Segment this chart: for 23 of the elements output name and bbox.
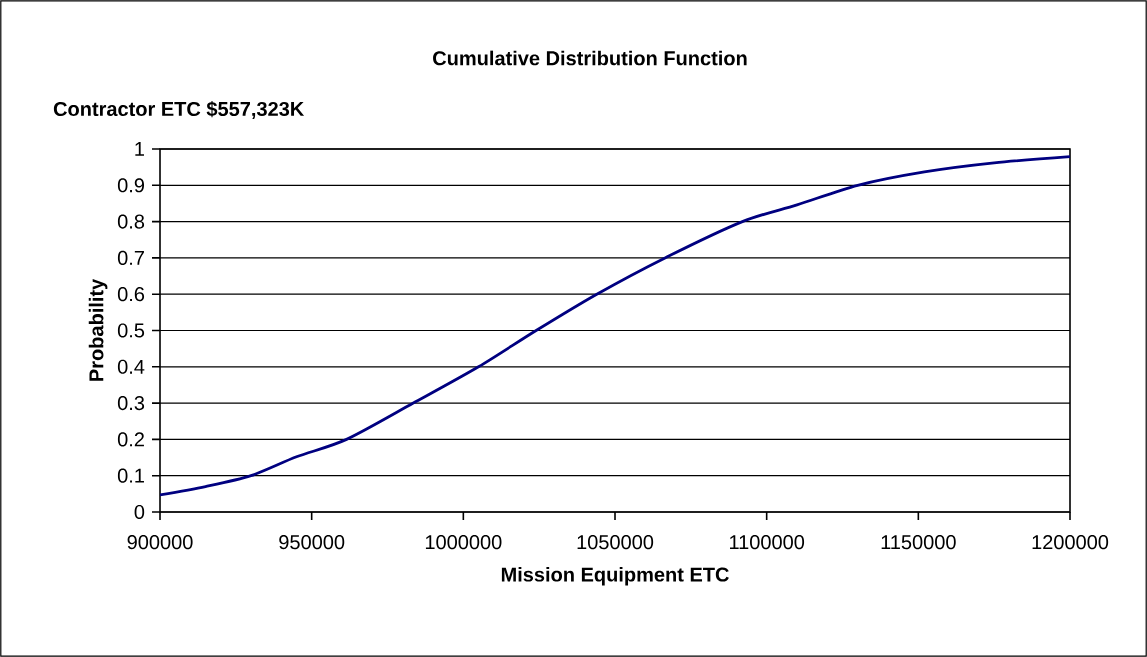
y-tick-label: 0.3	[117, 396, 145, 411]
y-tick-label: 0.5	[117, 323, 145, 338]
x-axis-title: Mission Equipment ETC	[501, 566, 729, 586]
y-tick-label: 0.9	[117, 178, 145, 193]
y-tick-label: 0.7	[117, 250, 144, 265]
x-tick-label: 950000	[279, 535, 345, 550]
x-tick-label: 1150000	[881, 535, 956, 550]
y-tick-label: 0	[134, 504, 145, 520]
y-tick-label: 0.8	[117, 214, 145, 229]
y-tick-label: 0.6	[117, 287, 145, 302]
x-tick-label: 1200000	[1032, 535, 1109, 550]
y-tick-label: 0.4	[117, 359, 145, 374]
y-axis-title: Probability	[88, 278, 108, 381]
chart-title: Cumulative Distribution Function	[433, 50, 747, 66]
x-tick-label: 1100000	[730, 535, 805, 550]
line-series	[160, 155, 1070, 497]
chart-subtitle: Contractor ETC $557,323K	[53, 100, 305, 119]
x-tick-label: 1000000	[425, 535, 502, 550]
y-tick-label: 0.2	[117, 432, 144, 447]
y-tick-label: 1	[135, 142, 144, 156]
y-tick-label: 0.1	[117, 468, 144, 483]
x-tick-label: 1050000	[577, 535, 654, 550]
x-tick-label: 900000	[127, 535, 193, 550]
